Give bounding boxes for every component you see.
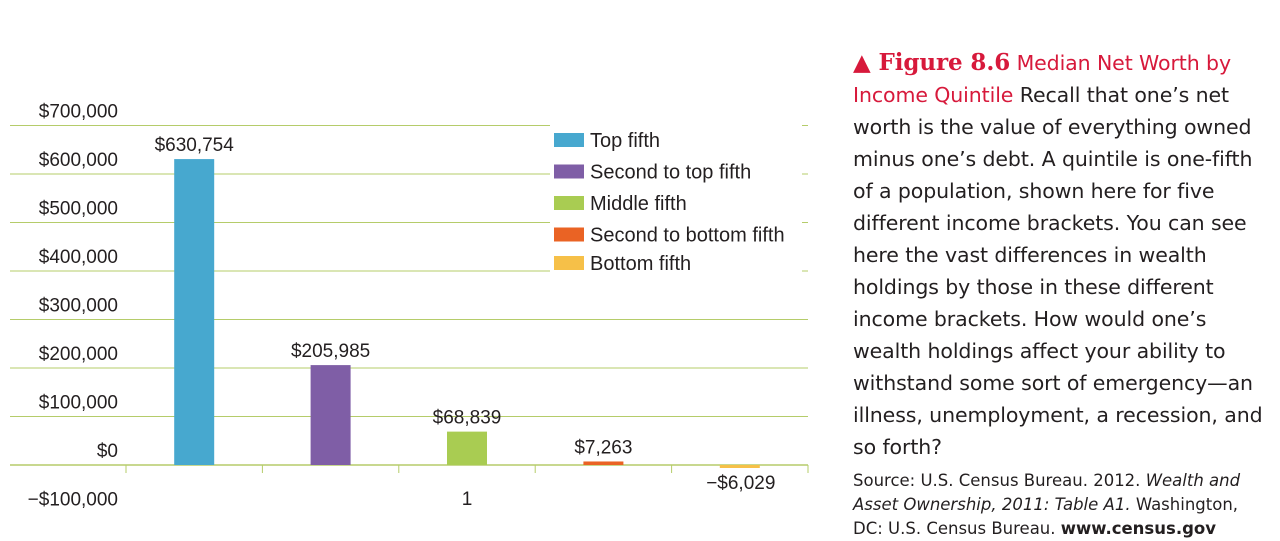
x-axis: 1 (10, 464, 809, 510)
x-category-label: 1 (462, 489, 473, 510)
y-axis-tick-labels: $700,000 $600,000 $500,000 $400,000 $300,000… (28, 102, 118, 511)
bar-value-label: −$6,029 (706, 473, 775, 494)
bar-chart: $700,000 $600,000 $500,000 $400,000 $300,000… (10, 102, 809, 511)
bar-top-fifth (174, 159, 215, 466)
source-prefix: Source: U.S. Census Bureau. 2012. (853, 471, 1141, 490)
source-link[interactable]: www.census.gov (1060, 519, 1216, 538)
bar-value-label: $7,263 (574, 437, 632, 458)
bar-value-label: $68,839 (433, 408, 502, 429)
y-tick-label: $700,000 (39, 102, 118, 123)
bars (174, 159, 760, 468)
legend-swatch (554, 227, 584, 242)
source-title: Wealth and Asset Ownership, 2011: Table … (853, 471, 1241, 514)
legend-swatch (554, 133, 584, 147)
figure-caption: ▲ Figure 8.6 Median Net Worth by Income … (853, 47, 1273, 541)
legend-label: Second to bottom fifth (590, 225, 785, 247)
legend-label: Top fifth (590, 130, 660, 152)
figure-title: Median Net Worth by Income Quintile (853, 51, 1231, 107)
legend-swatch (554, 196, 584, 210)
legend-label: Second to top fifth (590, 162, 751, 184)
source-note: Source: U.S. Census Bureau. 2012. Wealth… (853, 469, 1273, 541)
y-tick-label: −$100,000 (28, 490, 118, 511)
legend-label: Bottom fifth (590, 253, 691, 275)
y-tick-label: $100,000 (39, 393, 118, 414)
figure-label: ▲ Figure 8.6 (853, 49, 1011, 76)
legend-label: Middle fifth (590, 193, 687, 215)
y-tick-label: $400,000 (39, 247, 118, 268)
data-labels: $630,754 $205,985 $68,839 $7,263 −$6,029 (155, 135, 776, 494)
bar-second-to-bottom-fifth (583, 461, 624, 465)
legend-background (550, 122, 802, 284)
legend-swatch (554, 256, 584, 270)
caption-body: Recall that one’s net worth is the value… (853, 83, 1263, 459)
legend: Top fifth Second to top fifth Middle fifth… (550, 122, 802, 284)
bar-middle-fifth (447, 431, 487, 465)
y-tick-label: $0 (97, 441, 118, 462)
bar-value-label: $205,985 (291, 341, 370, 362)
bar-bottom-fifth (719, 465, 760, 468)
bar-value-label: $630,754 (155, 135, 235, 156)
y-tick-label: $600,000 (39, 150, 118, 171)
legend-swatch (554, 164, 584, 179)
y-tick-label: $500,000 (39, 199, 118, 220)
bar-second-to-top-fifth (310, 365, 351, 465)
gridlines (10, 125, 808, 417)
caption-paragraph: ▲ Figure 8.6 Median Net Worth by Income … (853, 47, 1273, 463)
y-tick-label: $300,000 (39, 296, 118, 317)
y-tick-label: $200,000 (39, 344, 118, 365)
